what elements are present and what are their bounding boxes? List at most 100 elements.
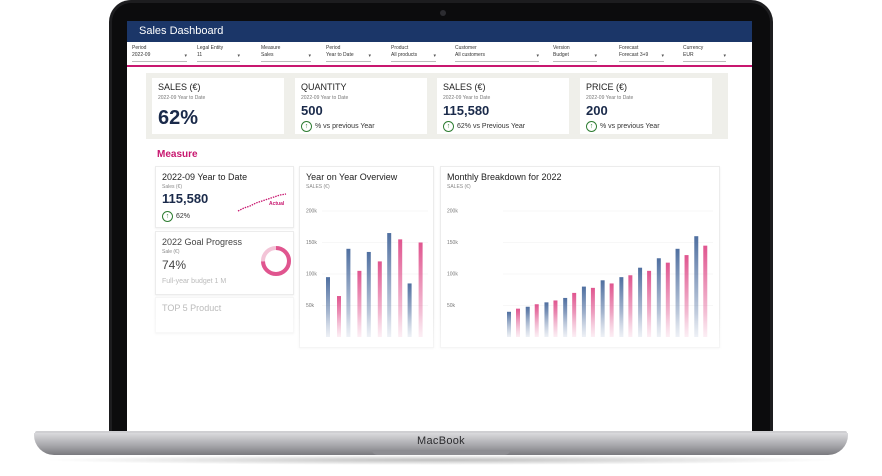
kpi-card-sales[interactable]: SALES (€) 2022-09 Year to Date 115,580 ↑… [437, 78, 569, 134]
chevron-down-icon: ▾ [723, 53, 726, 59]
bar-series-1[interactable] [694, 236, 699, 337]
bar-series-2[interactable] [647, 270, 652, 337]
filter-select: Year to Date ▾ [326, 52, 371, 62]
filter-select: Sales ▾ [261, 52, 311, 62]
filter-currency[interactable]: Currency EUR ▾ [683, 45, 726, 62]
laptop-base [34, 433, 848, 455]
y-tick-label: 200k [306, 209, 317, 215]
bar-series-2[interactable] [628, 275, 633, 337]
card-footer: Full-year budget 1 M [162, 278, 227, 285]
y-tick-label: 50k [447, 303, 456, 309]
kpi-title: QUANTITY [301, 82, 347, 92]
ytd-card[interactable]: 2022-09 Year to Date Sales (€) 115,580 ↑… [155, 166, 294, 228]
bar-series-1[interactable] [346, 248, 351, 337]
kpi-value: 115,580 [443, 103, 490, 118]
kpi-card-sales-percent[interactable]: SALES (€) 2022-09 Year to Date 62% [152, 78, 284, 134]
chevron-down-icon: ▾ [368, 53, 371, 59]
bar-series-1[interactable] [638, 267, 643, 337]
filter-period[interactable]: Period 2022-09 ▾ [132, 45, 187, 62]
card-title: 2022 Goal Progress [162, 237, 243, 247]
filter-label: Product [391, 45, 409, 51]
kpi-change: ↑% vs previous Year [301, 121, 375, 132]
y-tick-label: 150k [306, 240, 317, 246]
filter-label: Legal Entity [197, 45, 224, 51]
bar-series-2[interactable] [357, 270, 362, 337]
filter-label: Period [326, 45, 341, 51]
bar-series-2[interactable] [703, 245, 708, 337]
bar-series-1[interactable] [326, 277, 330, 337]
filter-select: EUR ▾ [683, 52, 726, 62]
app-title: Sales Dashboard [139, 25, 224, 37]
laptop-screen: Sales Dashboard Period 2022-09 ▾ Legal En… [127, 21, 752, 433]
bar-series-2[interactable] [609, 283, 614, 337]
kpi-value: 200 [586, 103, 608, 118]
yoy-chart: Year on Year Overview SALES (€) 200k 150k… [306, 172, 428, 338]
bar-series-1[interactable] [656, 258, 661, 337]
chevron-down-icon: ▾ [237, 53, 240, 59]
y-tick-label: 50k [306, 303, 315, 309]
chart-ylabel: SALES (€) [306, 184, 330, 190]
kpi-card-quantity[interactable]: QUANTITY 2022-09 Year to Date 500 ↑% vs … [295, 78, 427, 134]
goal-progress-arc [261, 246, 291, 276]
bar-series-1[interactable] [366, 251, 371, 337]
bar-series-1[interactable] [387, 233, 392, 337]
filter-select: Forecast 3+9 ▾ [619, 52, 664, 62]
filter-forecast[interactable]: Forecast Forecast 3+9 ▾ [619, 45, 664, 62]
chevron-down-icon: ▾ [594, 53, 597, 59]
chart-title: Year on Year Overview [306, 172, 398, 182]
filter-bar: Period 2022-09 ▾ Legal Entity 11 ▾ Measure… [127, 42, 752, 67]
bar-series-2[interactable] [665, 262, 670, 337]
goal-card[interactable]: 2022 Goal Progress Sale (€) 74% Full-yea… [155, 231, 294, 295]
bar-series-2[interactable] [684, 255, 689, 337]
chart-ylabel: SALES (€) [447, 184, 471, 190]
kpi-value: 62% [158, 107, 199, 129]
filter-label: Forecast [619, 45, 639, 51]
chart-title: Monthly Breakdown for 2022 [447, 172, 562, 182]
chevron-down-icon: ▾ [184, 53, 187, 59]
bar-series-2[interactable] [377, 261, 382, 337]
bar-series-2[interactable] [398, 239, 403, 337]
filter-select: All products ▾ [391, 52, 436, 62]
kpi-title: SALES (€) [158, 82, 201, 92]
filter-product[interactable]: Product All products ▾ [391, 45, 436, 62]
y-tick-label: 150k [447, 240, 458, 246]
card-title: 2022-09 Year to Date [162, 172, 248, 182]
filter-label: Measure [261, 45, 281, 51]
filter-measure[interactable]: Measure Sales ▾ [261, 45, 311, 62]
bar-series-2[interactable] [418, 242, 423, 338]
kpi-title: SALES (€) [443, 82, 486, 92]
filter-label: Customer [455, 45, 477, 51]
filter-select: 2022-09 ▾ [132, 52, 187, 62]
bottom-fade [127, 313, 752, 433]
filter-version[interactable]: Version Budget ▾ [553, 45, 597, 62]
goal-donut [261, 246, 291, 276]
kpi-subtitle: 2022-09 Year to Date [443, 95, 491, 101]
bar-series-2[interactable] [590, 287, 595, 337]
bar-series-1[interactable] [600, 280, 605, 337]
kpi-card-price[interactable]: PRICE (€) 2022-09 Year to Date 200 ↑% vs… [580, 78, 712, 134]
laptop-notch [372, 450, 510, 455]
card-value: 74% [162, 258, 187, 272]
bar-series-1[interactable] [619, 277, 624, 337]
arrow-up-icon: ↑ [586, 121, 597, 132]
sparkline: Actual [237, 193, 287, 212]
filter-select: Budget ▾ [553, 52, 597, 62]
filter-select: All customers ▾ [455, 52, 539, 62]
y-tick-label: 200k [447, 209, 458, 215]
bar-series-1[interactable] [675, 248, 680, 337]
kpi-subtitle: 2022-09 Year to Date [586, 95, 634, 101]
laptop-shadow [40, 455, 842, 465]
bar-series-1[interactable] [407, 283, 412, 337]
filter-period-type[interactable]: Period Year to Date ▾ [326, 45, 371, 62]
device-brand: MacBook [417, 435, 465, 447]
filter-customer[interactable]: Customer All customers ▾ [455, 45, 539, 62]
kpi-value: 500 [301, 103, 323, 118]
bar-series-1[interactable] [581, 286, 586, 337]
card-title: TOP 5 Product [162, 303, 222, 313]
chevron-down-icon: ▾ [433, 53, 436, 59]
arrow-up-icon: ↑ [301, 121, 312, 132]
card-change: ↑ 62% [162, 211, 190, 222]
sparkline-label: Actual [269, 201, 285, 207]
chevron-down-icon: ▾ [536, 53, 539, 59]
filter-legal-entity[interactable]: Legal Entity 11 ▾ [197, 45, 240, 62]
